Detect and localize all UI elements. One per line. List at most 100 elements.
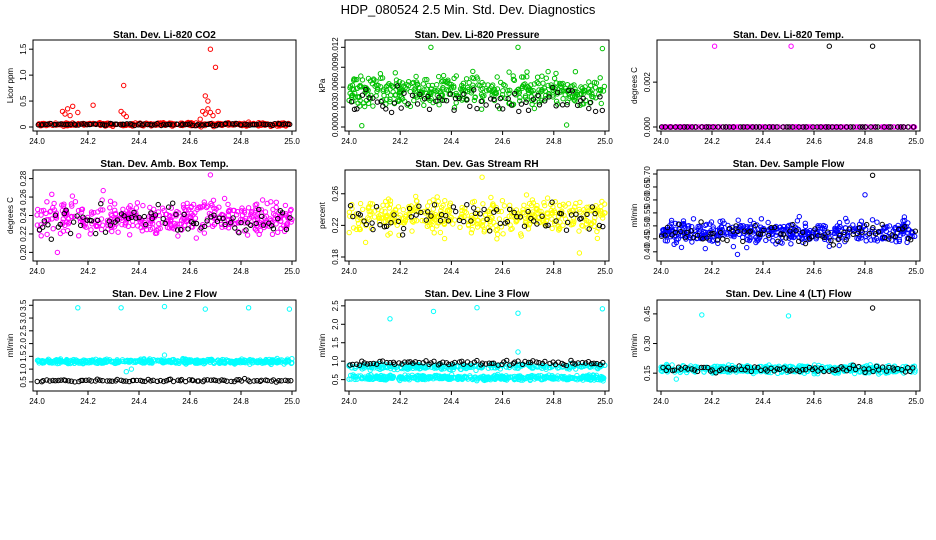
- figure-title: HDP_080524 2.5 Min. Std. Dev. Diagnostic…: [341, 2, 596, 17]
- data-point: [567, 375, 574, 381]
- data-point: [352, 373, 358, 379]
- highlight-point: [504, 357, 510, 364]
- highlight-point: [433, 98, 439, 104]
- data-point: [497, 375, 503, 381]
- highlight-point: [223, 120, 229, 127]
- y-tick-label: 0.012: [331, 37, 340, 58]
- data-point: [519, 85, 525, 91]
- outlier-point: [200, 108, 206, 115]
- data-point: [353, 226, 360, 233]
- highlight-point: [796, 238, 802, 245]
- outlier-point: [387, 316, 393, 322]
- x-tick-label: 24.8: [546, 267, 562, 276]
- highlight-point: [97, 377, 103, 383]
- highlight-point: [809, 234, 815, 240]
- data-point: [43, 210, 49, 217]
- highlight-point: [175, 377, 181, 383]
- data-point: [133, 205, 140, 211]
- data-point: [549, 210, 555, 216]
- data-point: [356, 83, 363, 90]
- highlight-point: [377, 222, 383, 228]
- data-point: [473, 367, 479, 374]
- highlight-point: [530, 218, 537, 224]
- data-point: [91, 210, 97, 216]
- highlight-point: [689, 366, 695, 372]
- data-point: [472, 94, 478, 101]
- highlight-point: [193, 220, 200, 227]
- highlight-point: [94, 376, 101, 382]
- highlight-point: [664, 224, 671, 231]
- data-point: [598, 100, 604, 107]
- y-axis-label: degrees C: [6, 197, 15, 234]
- y-tick-label: 0.24: [19, 207, 28, 223]
- highlight-point: [63, 207, 69, 213]
- data-point: [141, 357, 147, 363]
- data-point: [533, 375, 539, 381]
- highlight-point: [910, 365, 916, 371]
- data-point: [686, 223, 692, 229]
- data-point: [369, 201, 376, 207]
- highlight-point: [201, 377, 208, 383]
- highlight-point: [870, 368, 876, 375]
- data-point: [425, 82, 432, 89]
- highlight-point: [431, 202, 438, 208]
- highlight-point: [569, 88, 575, 94]
- data-point: [531, 105, 538, 112]
- outlier-point: [207, 46, 214, 52]
- highlight-point: [287, 121, 293, 128]
- data-point: [72, 199, 79, 205]
- outlier-point: [121, 111, 127, 117]
- plot-frame: [32, 299, 297, 392]
- highlight-point: [511, 91, 518, 97]
- data-point: [392, 206, 399, 213]
- highlight-point: [351, 106, 358, 113]
- highlight-point: [491, 96, 497, 103]
- highlight-point: [117, 122, 124, 128]
- highlight-point: [347, 203, 354, 209]
- data-point: [366, 216, 372, 222]
- highlight-point: [525, 107, 532, 114]
- data-point: [73, 357, 79, 363]
- data-point: [511, 376, 518, 383]
- data-point: [168, 359, 174, 366]
- data-point: [350, 225, 357, 231]
- y-tick-label: 0.002: [643, 72, 652, 93]
- data-point: [233, 212, 240, 218]
- highlight-point: [542, 358, 548, 365]
- highlight-point: [907, 368, 913, 374]
- data-point: [235, 229, 241, 235]
- highlight-point: [864, 221, 870, 228]
- data-point: [516, 86, 522, 92]
- data-point: [498, 224, 505, 230]
- highlight-point: [52, 212, 59, 218]
- data-point: [855, 236, 862, 242]
- highlight-point: [698, 364, 705, 371]
- highlight-point: [583, 360, 589, 366]
- data-point: [423, 86, 429, 92]
- highlight-point: [534, 221, 540, 227]
- data-point: [64, 210, 70, 217]
- data-point: [383, 198, 389, 205]
- highlight-point: [213, 377, 219, 384]
- highlight-point: [413, 212, 419, 218]
- highlight-point: [667, 124, 674, 130]
- highlight-point: [39, 379, 45, 385]
- highlight-point: [55, 377, 61, 384]
- data-point: [528, 202, 535, 209]
- highlight-point: [401, 359, 408, 365]
- data-point: [469, 226, 475, 233]
- data-point: [112, 207, 118, 214]
- data-point: [474, 76, 481, 82]
- data-point: [44, 217, 50, 223]
- highlight-point: [471, 205, 477, 211]
- highlight-point: [244, 122, 250, 128]
- data-point: [576, 92, 583, 98]
- data-point: [734, 124, 740, 130]
- data-point: [77, 360, 83, 366]
- data-point: [357, 200, 364, 207]
- highlight-point: [691, 367, 698, 373]
- outlier-point: [70, 103, 76, 110]
- highlight-point: [682, 234, 688, 241]
- highlight-point: [383, 223, 390, 230]
- data-point: [276, 209, 282, 215]
